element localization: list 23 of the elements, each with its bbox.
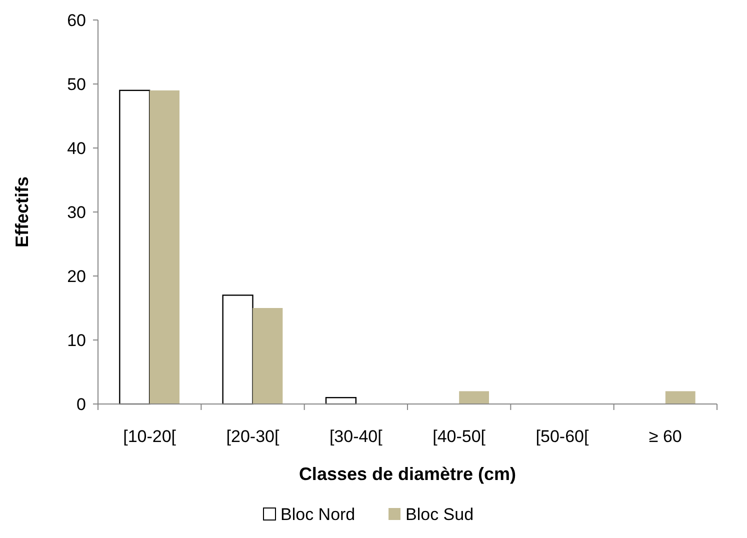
x-tick-label: [10-20[ [123,427,176,446]
bar [222,294,254,405]
legend-label: Bloc Sud [406,505,474,524]
y-tick-label: 10 [67,330,86,350]
bar [665,391,696,404]
y-tick-label: 30 [67,202,86,222]
legend-label: Bloc Nord [280,505,356,524]
y-tick-label: 50 [67,74,86,94]
x-tick-label: [20-30[ [226,427,280,446]
y-axis-title: Effectifs [12,176,32,248]
x-tick-label: [50-60[ [536,427,589,446]
y-tick-label: 40 [67,138,86,158]
x-tick-label: [40-50[ [432,427,486,446]
y-tick-label: 60 [67,10,86,30]
x-tick-label: [30-40[ [329,427,383,446]
bar [252,308,283,404]
bar [150,90,180,404]
x-tick-label: ≥ 60 [648,427,682,446]
bar [119,90,150,405]
y-tick-label: 20 [67,266,86,286]
x-axis-title: Classes de diamètre (cm) [298,464,516,484]
y-tick-label: 0 [76,394,86,414]
bar [459,391,489,404]
